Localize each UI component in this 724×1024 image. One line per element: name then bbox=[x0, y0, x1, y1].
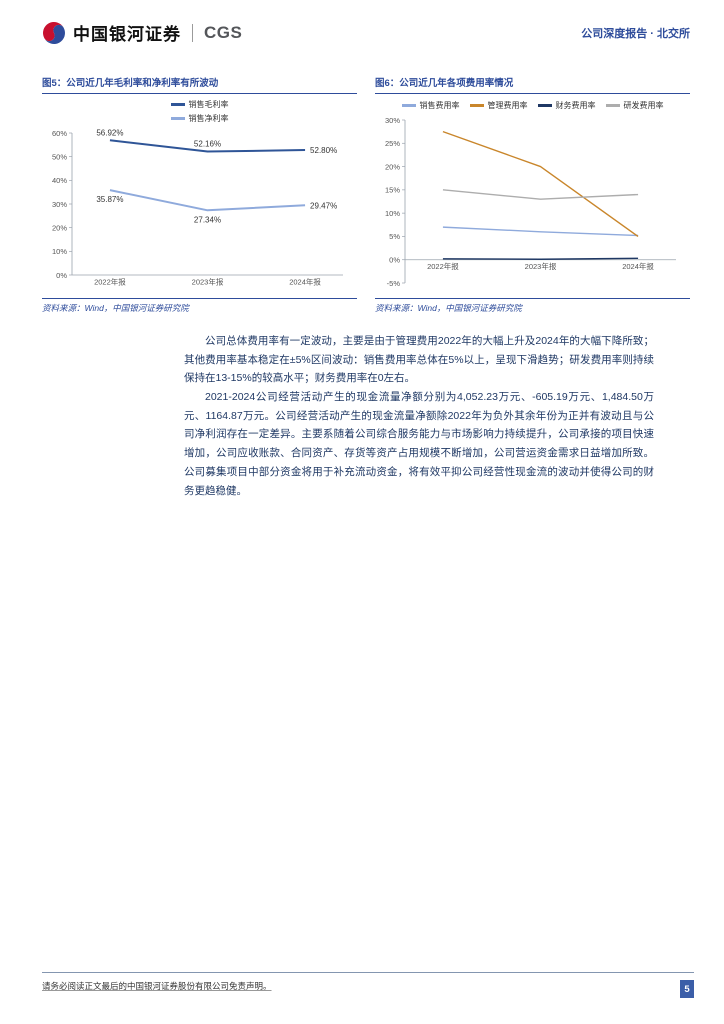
figures-row: 图5：公司近几年毛利率和净利率有所波动 销售毛利率销售净利率 0% 10% 20% 3… bbox=[42, 75, 690, 314]
svg-text:20%: 20% bbox=[385, 162, 400, 171]
svg-text:56.92%: 56.92% bbox=[96, 128, 123, 137]
footer-disclaimer: 请务必阅读正文最后的中国银河证券股份有限公司免责声明。 bbox=[42, 981, 272, 991]
brand: 中国银河证券 CGS bbox=[42, 20, 242, 45]
legend-swatch bbox=[605, 104, 620, 107]
svg-text:0%: 0% bbox=[56, 271, 67, 280]
report-page: 中国银河证券 CGS 公司深度报告 · 北交所 图5：公司近几年毛利率和净利率有… bbox=[0, 0, 724, 500]
page-header: 中国银河证券 CGS 公司深度报告 · 北交所 bbox=[42, 20, 690, 45]
page-footer: 请务必阅读正文最后的中国银河证券股份有限公司免责声明。 5 bbox=[42, 972, 694, 998]
svg-text:30%: 30% bbox=[52, 200, 67, 209]
legend-swatch bbox=[170, 117, 185, 120]
page-number-badge: 5 bbox=[680, 980, 694, 998]
figure-6: 图6：公司近几年各项费用率情况 销售费用率 管理费用率 财务费用率 研发费用率 -5%… bbox=[375, 75, 690, 314]
svg-text:0%: 0% bbox=[389, 256, 400, 265]
figure-5-legend: 销售毛利率销售净利率 bbox=[42, 99, 357, 125]
expense-ratio-chart: -5% 0% 5% 10% 15% 20% 25% 30% 2022年报 2023年报 2024年报 bbox=[385, 116, 676, 288]
legend-label: 管理费用率 bbox=[487, 101, 528, 110]
legend-label: 研发费用率 bbox=[623, 101, 664, 110]
svg-text:2024年报: 2024年报 bbox=[289, 277, 321, 287]
margin-trend-chart: 0% 10% 20% 30% 40% 50% 60% 2022年报 2023年报 2024年报 56… bbox=[52, 128, 343, 287]
figure-5-source: 资料来源：Wind，中国银河证券研究院 bbox=[42, 298, 357, 314]
paragraph-cashflow-analysis: 2021-2024公司经营活动产生的现金流量净额分别为4,052.23万元、-6… bbox=[184, 391, 654, 497]
svg-text:50%: 50% bbox=[52, 152, 67, 161]
report-type-label: 公司深度报告 · 北交所 bbox=[581, 27, 690, 40]
svg-text:52.80%: 52.80% bbox=[310, 146, 337, 155]
legend-label: 销售净利率 bbox=[188, 114, 229, 123]
legend-item: 管理费用率 bbox=[469, 99, 528, 112]
figure-6-source: 资料来源：Wind，中国银河证券研究院 bbox=[375, 298, 690, 314]
svg-text:29.47%: 29.47% bbox=[310, 201, 337, 210]
svg-text:2023年报: 2023年报 bbox=[192, 277, 224, 287]
svg-text:20%: 20% bbox=[52, 223, 67, 232]
figure-6-legend: 销售费用率 管理费用率 财务费用率 研发费用率 bbox=[375, 99, 690, 112]
legend-item: 销售净利率 bbox=[170, 113, 229, 124]
svg-text:15%: 15% bbox=[385, 186, 400, 195]
legend-swatch bbox=[537, 104, 552, 107]
figure-6-title: 图6：公司近几年各项费用率情况 bbox=[375, 75, 690, 94]
legend-item: 销售费用率 bbox=[401, 99, 460, 112]
brand-divider bbox=[192, 23, 193, 42]
svg-text:5%: 5% bbox=[389, 232, 400, 241]
legend-item: 研发费用率 bbox=[605, 99, 664, 112]
legend-swatch bbox=[401, 104, 416, 107]
figure-5: 图5：公司近几年毛利率和净利率有所波动 销售毛利率销售净利率 0% 10% 20% 3… bbox=[42, 75, 357, 314]
svg-text:30%: 30% bbox=[385, 116, 400, 125]
svg-text:60%: 60% bbox=[52, 129, 67, 138]
svg-text:40%: 40% bbox=[52, 176, 67, 185]
legend-swatch bbox=[170, 103, 185, 106]
svg-text:-5%: -5% bbox=[387, 279, 401, 288]
legend-item: 销售毛利率 bbox=[170, 99, 229, 110]
legend-label: 销售费用率 bbox=[419, 101, 460, 110]
svg-text:52.16%: 52.16% bbox=[194, 140, 221, 149]
galaxy-logo-icon bbox=[43, 21, 65, 44]
legend-label: 销售毛利率 bbox=[188, 100, 229, 109]
brand-name-en: CGS bbox=[204, 22, 243, 42]
legend-item: 财务费用率 bbox=[537, 99, 596, 112]
legend-swatch bbox=[469, 104, 484, 107]
legend-label: 财务费用率 bbox=[555, 101, 596, 110]
svg-text:27.34%: 27.34% bbox=[194, 215, 221, 224]
brand-name-cn: 中国银河证券 bbox=[73, 25, 181, 44]
svg-text:25%: 25% bbox=[385, 139, 400, 148]
svg-text:10%: 10% bbox=[385, 209, 400, 218]
svg-text:2024年报: 2024年报 bbox=[622, 261, 654, 271]
figure-5-title: 图5：公司近几年毛利率和净利率有所波动 bbox=[42, 75, 357, 94]
svg-text:2023年报: 2023年报 bbox=[525, 261, 557, 271]
svg-text:2022年报: 2022年报 bbox=[94, 277, 126, 287]
body-text: 公司总体费用率有一定波动，主要是由于管理费用2022年的大幅上升及2024年的大… bbox=[184, 332, 654, 500]
svg-text:35.87%: 35.87% bbox=[96, 195, 123, 204]
paragraph-expense-analysis: 公司总体费用率有一定波动，主要是由于管理费用2022年的大幅上升及2024年的大… bbox=[184, 335, 654, 385]
svg-text:2022年报: 2022年报 bbox=[427, 261, 459, 271]
svg-text:10%: 10% bbox=[52, 247, 67, 256]
